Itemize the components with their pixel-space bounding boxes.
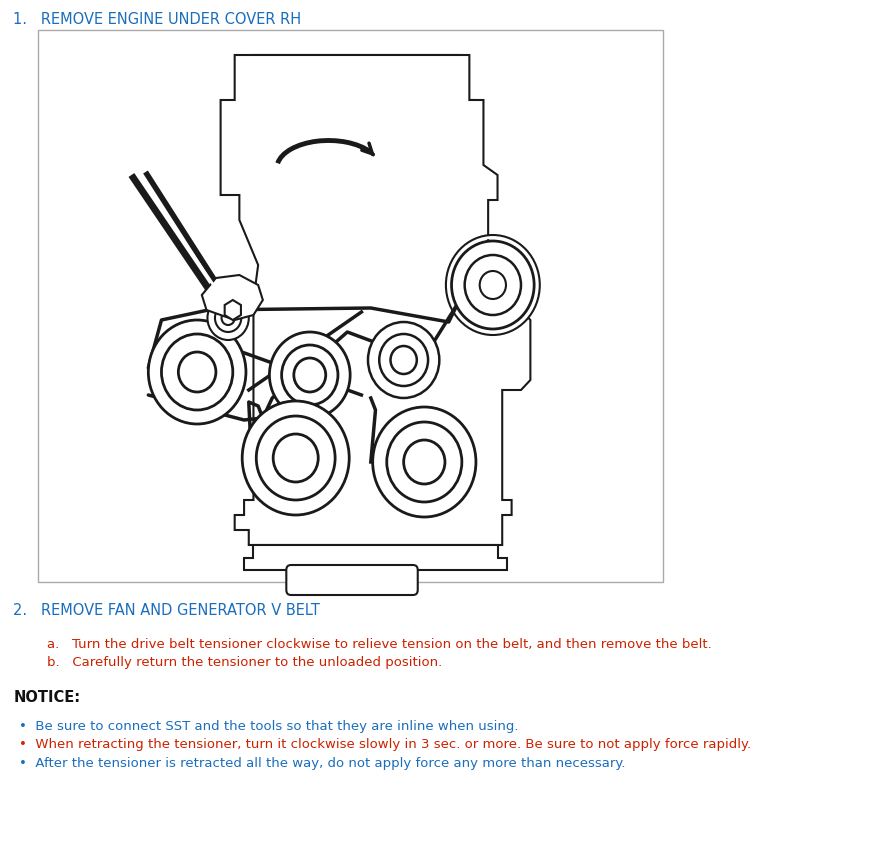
Circle shape bbox=[480, 271, 506, 299]
Polygon shape bbox=[235, 55, 488, 320]
Circle shape bbox=[465, 255, 521, 315]
Circle shape bbox=[379, 334, 428, 386]
Polygon shape bbox=[202, 275, 263, 320]
Polygon shape bbox=[221, 55, 530, 545]
Bar bbox=[38, 30, 662, 582]
Text: 2.   REMOVE FAN AND GENERATOR V BELT: 2. REMOVE FAN AND GENERATOR V BELT bbox=[13, 603, 320, 618]
Circle shape bbox=[257, 416, 335, 500]
Text: NOTICE:: NOTICE: bbox=[13, 690, 80, 705]
Circle shape bbox=[373, 407, 476, 517]
Polygon shape bbox=[244, 545, 507, 570]
Circle shape bbox=[387, 422, 462, 502]
Circle shape bbox=[215, 304, 241, 332]
Circle shape bbox=[294, 358, 325, 392]
Text: •  When retracting the tensioner, turn it clockwise slowly in 3 sec. or more. Be: • When retracting the tensioner, turn it… bbox=[19, 738, 751, 751]
Circle shape bbox=[391, 346, 417, 374]
Text: •  Be sure to connect SST and the tools so that they are inline when using.: • Be sure to connect SST and the tools s… bbox=[19, 720, 519, 733]
Text: 1.   REMOVE ENGINE UNDER COVER RH: 1. REMOVE ENGINE UNDER COVER RH bbox=[13, 12, 301, 27]
Text: b.   Carefully return the tensioner to the unloaded position.: b. Carefully return the tensioner to the… bbox=[47, 656, 443, 669]
Circle shape bbox=[179, 352, 216, 392]
Circle shape bbox=[368, 322, 439, 398]
Circle shape bbox=[222, 311, 235, 325]
Circle shape bbox=[451, 241, 534, 329]
Circle shape bbox=[446, 235, 540, 335]
Circle shape bbox=[162, 334, 232, 410]
Circle shape bbox=[269, 332, 350, 418]
Circle shape bbox=[282, 345, 338, 405]
Circle shape bbox=[148, 320, 246, 424]
Text: •  After the tensioner is retracted all the way, do not apply force any more tha: • After the tensioner is retracted all t… bbox=[19, 757, 625, 770]
Circle shape bbox=[274, 434, 318, 482]
Circle shape bbox=[242, 401, 350, 515]
Text: a.   Turn the drive belt tensioner clockwise to relieve tension on the belt, and: a. Turn the drive belt tensioner clockwi… bbox=[47, 638, 712, 651]
Circle shape bbox=[404, 440, 445, 484]
Polygon shape bbox=[224, 300, 241, 320]
Circle shape bbox=[207, 296, 249, 340]
FancyBboxPatch shape bbox=[286, 565, 417, 595]
